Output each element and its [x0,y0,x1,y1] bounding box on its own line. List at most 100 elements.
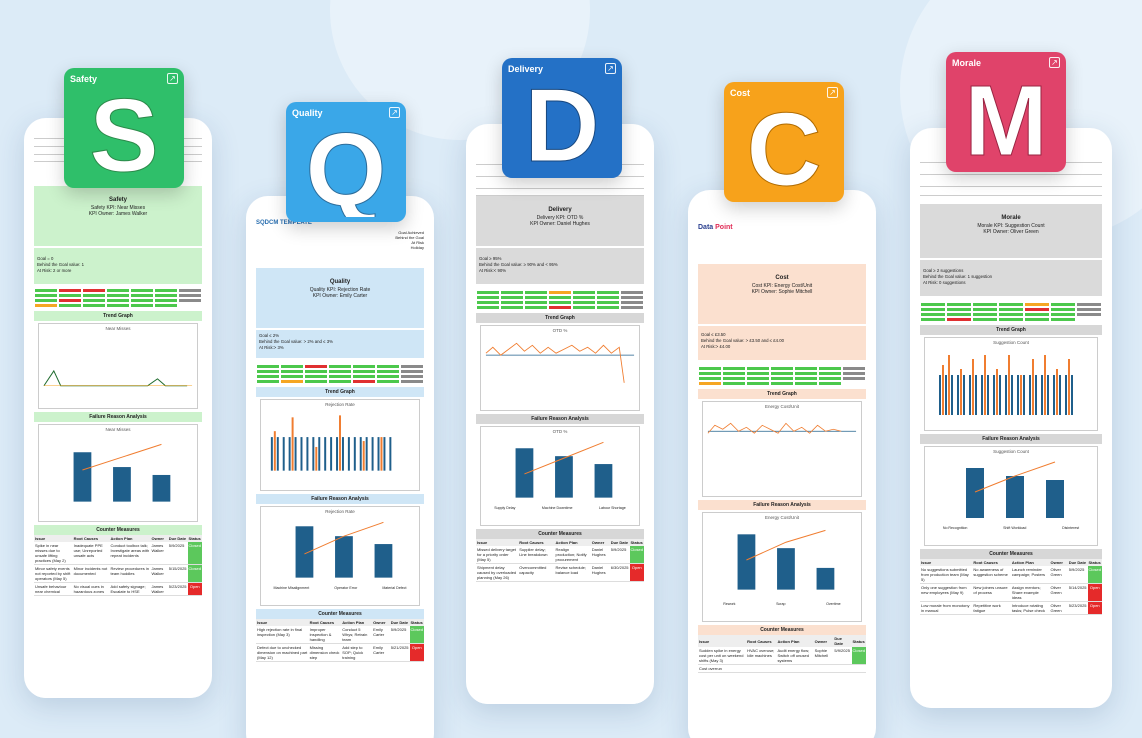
trend-chart-title: OTD % [552,328,568,333]
kpi-box: Cost Cost KPI: Energy Cost/Unit KPI Owne… [698,264,866,324]
letter-m-icon: M [946,70,1066,168]
kpi-title: Delivery [548,207,572,213]
kpi-title: Cost [775,275,789,281]
delivery-sheet: Delivery Delivery KPI: OTD % KPI Owner: … [476,134,644,704]
kpi-box: Delivery Delivery KPI: OTD % KPI Owner: … [476,196,644,246]
counter-measures-table: Issue Root Causes Action Plan Owner Due Date… [256,619,424,662]
calendar-grid [476,290,644,310]
status-badge: Open [1087,601,1102,615]
calendar-grid [920,302,1102,322]
counter-measures-table: Issue Root Causes Action Plan Owner Due Date… [34,535,202,596]
status-badge: Open [409,643,424,662]
pareto-svg [295,521,393,578]
failure-heading: Failure Reason Analysis [920,434,1102,444]
template-title: SQDCM TEMPLATE [256,220,312,226]
pareto-categories: No Recognition Shift Workload Disinterest [942,526,1080,530]
kpi-name: Safety KPI: Near Misses [90,205,146,211]
letter-s-icon: S [64,86,184,184]
table-row: No suggestions submitted from production… [920,566,1102,584]
pareto-svg [73,443,171,502]
table-row: High rejection rate in final inspection … [256,626,424,644]
letter-q-icon: Q [286,120,406,218]
svg-text:M: M [964,71,1047,167]
pareto-chart: Energy Cost/Unit Rework Scrap Overtime [702,512,862,622]
pareto-title: OTD % [552,429,568,434]
table-row: Sudden spike in energy cost per unit on … [698,647,866,665]
letter-d-icon: D [502,76,622,174]
counter-measures-table: Issue Root Causes Action Plan Owner Due Date… [920,559,1102,615]
table-row: Cost overrun [698,664,866,673]
trend-line-svg [707,422,857,434]
failure-heading: Failure Reason Analysis [34,412,202,422]
kpi-owner: KPI Owner: Sophie Mitchell [751,289,813,295]
status-badge: Open [187,582,202,596]
failure-heading: Failure Reason Analysis [256,494,424,504]
open-external-icon[interactable]: ↗ [167,73,178,84]
safety-sheet: Safety Safety KPI: Near Misses KPI Owner… [34,130,202,698]
card-title: Quality [292,108,323,118]
counter-measures-table: Issue Root Causes Action Plan Owner Due Date… [476,539,644,582]
status-badge: Open [629,563,644,582]
trend-chart-title: Rejection Rate [325,402,355,407]
pareto-svg [966,461,1064,518]
counter-measures-heading: Counter Measures [34,525,202,535]
open-external-icon[interactable]: ↗ [827,87,838,98]
goal-box: Goal = 0 Behind the Goal value: 1 At Ris… [34,248,202,284]
table-row: Defect due to unchecked dimension on mac… [256,643,424,662]
pareto-svg [737,529,835,590]
goal-box: Goal ≤ £3.50 Behind the Goal value: > £3.… [698,326,866,360]
trend-graph-heading: Trend Graph [476,313,644,323]
status-badge: Closed [851,647,866,665]
card-title: Morale [952,58,982,68]
table-row: Spike in near misses due to unsafe lifti… [34,542,202,565]
kpi-name: Quality KPI: Rejection Rate [309,287,371,293]
pareto-svg [515,441,613,498]
pareto-categories: Rework Scrap Overtime [723,602,841,606]
trend-graph-heading: Trend Graph [920,325,1102,335]
kpi-owner: KPI Owner: James Walker [88,211,148,217]
trend-bars-svg [939,355,1073,415]
calendar-grid [34,288,202,308]
trend-chart: OTD % [480,325,640,411]
status-badge: Closed [409,626,424,644]
counter-measures-heading: Counter Measures [698,625,866,635]
failure-heading: Failure Reason Analysis [476,414,644,424]
delivery-card[interactable]: Delivery ↗ D [502,58,622,178]
trend-line-svg [485,342,635,383]
datapoint-logo: Data Point [698,224,733,231]
kpi-title: Morale [1001,215,1021,221]
counter-measures-heading: Counter Measures [920,549,1102,559]
sheet-header: SQDCM TEMPLATE Goal Achieved Behind the G… [256,206,424,250]
kpi-box: Morale Morale KPI: Suggestion Count KPI … [920,204,1102,258]
cost-phone: Data Point Cost Cost KPI: Energy Cost/Un… [688,190,876,738]
goal-box: Goal ≤ 2% Behind the Goal value: > 2% and… [256,330,424,358]
table-row: Missed delivery target for a priority or… [476,546,644,564]
table-row: Low morale from monotony in manual Repeti… [920,601,1102,615]
pareto-categories: Supply Delay Machine Downtime Labour Short… [494,506,626,510]
trend-chart: Near Misses [38,323,198,409]
kpi-title: Safety [108,197,127,203]
status-badge: Closed [187,542,202,565]
goal-box: Goal ≥ 95% Behind the Goal value: ≥ 90% a… [476,248,644,284]
open-external-icon[interactable]: ↗ [1049,57,1060,68]
open-external-icon[interactable]: ↗ [389,107,400,118]
legend: Goal Achieved Behind the Goal At Risk Holid… [395,230,424,250]
svg-text:C: C [746,101,821,197]
morale-card[interactable]: Morale ↗ M [946,52,1066,172]
trend-bars-svg [270,415,392,471]
kpi-name: Delivery KPI: OTD % [536,215,584,221]
safety-phone: Safety Safety KPI: Near Misses KPI Owner… [24,118,212,698]
pareto-title: Energy Cost/Unit [764,515,799,520]
quality-phone: SQDCM TEMPLATE Goal Achieved Behind the G… [246,196,434,738]
pareto-categories: Machine Misalignment Operator Error Materi… [273,586,407,590]
table-row: Shipment delay caused by overloaded plan… [476,563,644,582]
open-external-icon[interactable]: ↗ [605,63,616,74]
cost-card[interactable]: Cost ↗ C [724,82,844,202]
letter-c-icon: C [724,100,844,198]
pareto-chart: Rejection Rate Machine Misalignment Opera… [260,506,420,606]
trend-chart-title: Suggestion Count [993,340,1029,345]
trend-chart: Rejection Rate [260,399,420,491]
quality-card[interactable]: Quality ↗ Q [286,102,406,222]
pareto-title: Rejection Rate [325,509,355,514]
safety-card[interactable]: Safety ↗ S [64,68,184,188]
